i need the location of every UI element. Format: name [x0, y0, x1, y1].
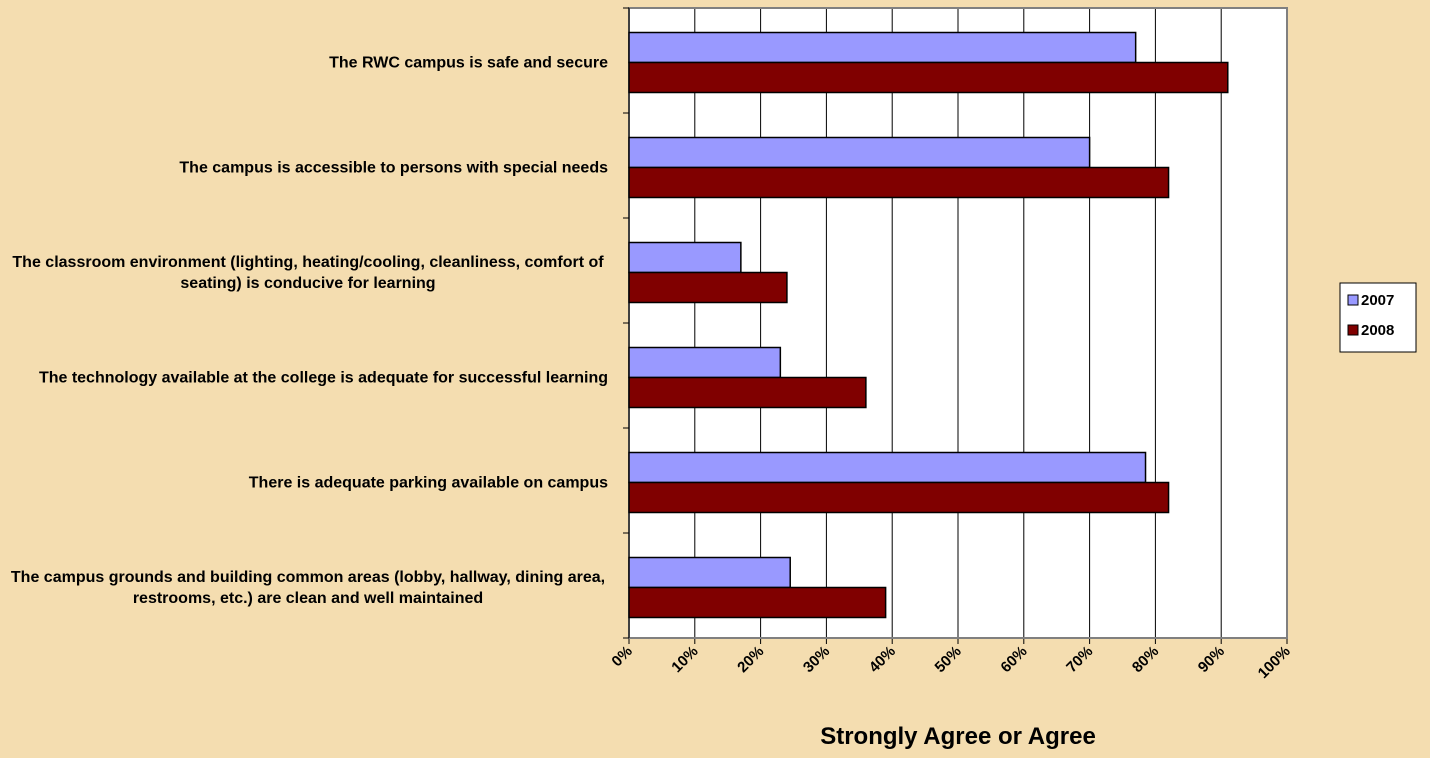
x-tick-label: 70%	[1063, 643, 1096, 676]
category-label-box: The technology available at the college …	[0, 367, 608, 388]
x-tick-label: 40%	[866, 643, 899, 676]
y-tick-label: The classroom environment (lighting, hea…	[12, 253, 604, 292]
legend-swatch	[1347, 324, 1359, 336]
y-tick-label: The campus grounds and building common a…	[10, 568, 606, 607]
y-tick-label: There is adequate parking available on c…	[248, 474, 608, 491]
bar	[628, 241, 742, 274]
legend-swatch	[1347, 294, 1359, 306]
x-tick-label: 30%	[800, 643, 833, 676]
bar	[628, 346, 782, 379]
category-label-box: The campus grounds and building common a…	[0, 567, 608, 609]
y-tick-label: The campus is accessible to persons with…	[179, 159, 608, 176]
category-label-box: The campus is accessible to persons with…	[0, 157, 608, 178]
bar	[628, 271, 788, 304]
x-tick-label: 50%	[932, 643, 965, 676]
x-tick-label: 90%	[1195, 643, 1228, 676]
category-label-box: The RWC campus is safe and secure	[0, 52, 608, 73]
y-tick-label: The technology available at the college …	[38, 369, 608, 386]
legend-label: 2008	[1361, 322, 1394, 339]
x-axis-title: Strongly Agree or Agree	[820, 723, 1096, 750]
bar	[628, 586, 887, 619]
y-tick-label: The RWC campus is safe and secure	[329, 54, 608, 71]
bar	[628, 61, 1229, 94]
x-tick-label: 20%	[734, 643, 767, 676]
bar	[628, 556, 791, 589]
x-tick-label: 0%	[608, 643, 635, 670]
bar	[628, 376, 867, 409]
bar	[628, 451, 1147, 484]
bar	[628, 481, 1170, 514]
x-tick-label: 100%	[1255, 643, 1294, 682]
x-tick-label: 10%	[668, 643, 701, 676]
bar	[628, 166, 1170, 199]
category-label-box: There is adequate parking available on c…	[0, 472, 608, 493]
bar	[628, 31, 1137, 64]
x-tick-label: 60%	[997, 643, 1030, 676]
legend-label: 2007	[1361, 292, 1394, 309]
bar	[628, 136, 1091, 169]
x-tick-label: 80%	[1129, 643, 1162, 676]
category-label-box: The classroom environment (lighting, hea…	[0, 252, 608, 294]
